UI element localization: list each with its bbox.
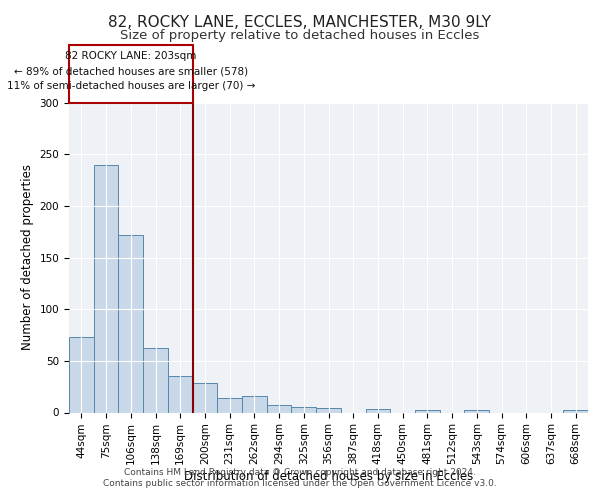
Bar xyxy=(69,337,94,412)
Bar xyxy=(365,410,390,412)
Y-axis label: Number of detached properties: Number of detached properties xyxy=(21,164,34,350)
Bar xyxy=(242,396,267,412)
Bar xyxy=(217,398,242,412)
Text: 82 ROCKY LANE: 203sqm
← 89% of detached houses are smaller (578)
11% of semi-det: 82 ROCKY LANE: 203sqm ← 89% of detached … xyxy=(7,52,255,91)
Bar xyxy=(415,410,440,412)
Bar xyxy=(292,408,316,412)
X-axis label: Distribution of detached houses by size in Eccles: Distribution of detached houses by size … xyxy=(184,470,473,483)
Text: 82, ROCKY LANE, ECCLES, MANCHESTER, M30 9LY: 82, ROCKY LANE, ECCLES, MANCHESTER, M30 … xyxy=(109,15,491,30)
Bar xyxy=(94,164,118,412)
Bar xyxy=(316,408,341,412)
Text: Contains HM Land Registry data © Crown copyright and database right 2024.: Contains HM Land Registry data © Crown c… xyxy=(124,468,476,477)
Bar xyxy=(267,406,292,412)
Text: Contains public sector information licensed under the Open Government Licence v3: Contains public sector information licen… xyxy=(103,479,497,488)
Text: Size of property relative to detached houses in Eccles: Size of property relative to detached ho… xyxy=(121,30,479,43)
Bar xyxy=(143,348,168,412)
Bar xyxy=(563,410,588,412)
Bar xyxy=(118,235,143,412)
Bar xyxy=(464,410,489,412)
Bar xyxy=(193,382,217,412)
Bar xyxy=(168,376,193,412)
